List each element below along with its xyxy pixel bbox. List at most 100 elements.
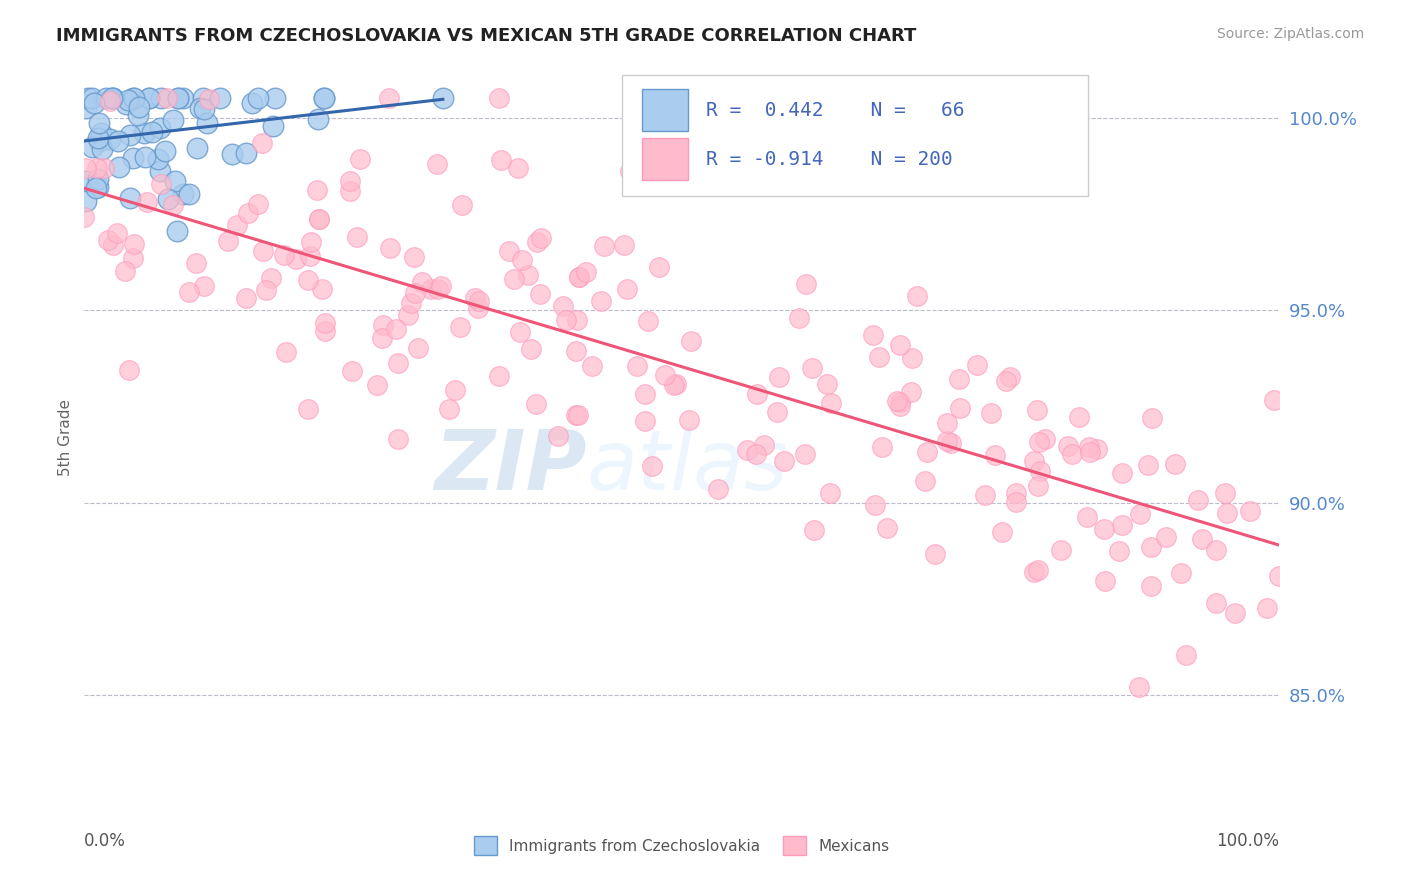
Point: [502, 272, 524, 286]
Point: [526, 235, 548, 249]
Point: [498, 244, 520, 259]
Point: [98, 132, 121, 146]
Point: [1263, 392, 1285, 407]
Point: [166, 91, 188, 105]
Point: [1108, 544, 1130, 558]
Point: [75, 161, 97, 176]
Point: [803, 523, 825, 537]
Point: [1140, 579, 1163, 593]
Point: [221, 147, 243, 161]
Point: [87, 134, 110, 148]
Point: [339, 184, 361, 198]
Point: [276, 344, 298, 359]
Point: [966, 358, 988, 372]
Point: [707, 482, 730, 496]
Point: [1005, 495, 1028, 509]
Point: [134, 127, 156, 141]
Point: [299, 249, 322, 263]
Point: [107, 134, 129, 148]
Point: [105, 226, 128, 240]
Point: [252, 136, 274, 150]
Point: [314, 316, 336, 330]
Point: [121, 151, 143, 165]
Point: [262, 119, 284, 133]
Point: [772, 454, 794, 468]
Point: [1026, 479, 1049, 493]
Point: [100, 91, 122, 105]
Point: [118, 363, 141, 377]
Point: [87, 172, 110, 186]
Point: [529, 230, 551, 244]
Point: [1205, 596, 1227, 610]
Point: [406, 341, 429, 355]
Point: [138, 91, 160, 105]
Point: [98, 94, 121, 108]
Point: [935, 416, 957, 430]
Point: [312, 91, 335, 105]
Point: [868, 351, 890, 365]
Point: [901, 351, 924, 366]
Text: ZIP: ZIP: [433, 425, 586, 507]
Point: [128, 100, 150, 114]
Point: [820, 395, 842, 409]
Text: R =  0.442    N =   66: R = 0.442 N = 66: [706, 101, 965, 120]
Point: [117, 93, 139, 107]
Point: [260, 270, 283, 285]
Point: [177, 285, 200, 299]
Point: [862, 328, 884, 343]
Point: [872, 440, 894, 454]
Point: [308, 211, 330, 226]
Point: [346, 229, 368, 244]
Point: [1140, 411, 1163, 425]
Point: [654, 368, 676, 383]
Point: [817, 377, 839, 392]
Point: [73, 210, 96, 224]
Bar: [643, 138, 688, 180]
Point: [90, 126, 112, 140]
Point: [420, 282, 443, 296]
Point: [252, 244, 274, 258]
Point: [432, 91, 454, 105]
Point: [744, 447, 766, 461]
Point: [647, 260, 669, 275]
Point: [163, 174, 186, 188]
Point: [349, 153, 371, 167]
Point: [297, 401, 319, 416]
Point: [138, 91, 160, 105]
Point: [1223, 606, 1246, 620]
Point: [634, 387, 657, 401]
Point: [87, 180, 110, 194]
Point: [1076, 509, 1098, 524]
Point: [1111, 518, 1133, 533]
Point: [991, 525, 1014, 540]
Point: [1000, 370, 1022, 384]
Point: [94, 91, 117, 105]
Point: [1022, 565, 1045, 579]
Point: [149, 120, 172, 135]
Point: [508, 161, 530, 175]
Point: [75, 101, 97, 115]
Point: [565, 409, 588, 423]
Point: [83, 95, 105, 110]
Point: [818, 485, 841, 500]
Point: [1156, 530, 1178, 544]
Point: [427, 282, 450, 296]
Point: [89, 116, 111, 130]
Point: [127, 107, 149, 121]
Point: [889, 395, 911, 409]
Legend: Immigrants from Czechoslovakia, Mexicans: Immigrants from Czechoslovakia, Mexicans: [468, 830, 896, 861]
Point: [941, 435, 963, 450]
Point: [93, 161, 115, 175]
Point: [141, 126, 163, 140]
Bar: [643, 89, 688, 131]
Point: [167, 91, 190, 105]
Point: [339, 174, 361, 188]
Text: IMMIGRANTS FROM CZECHOSLOVAKIA VS MEXICAN 5TH GRADE CORRELATION CHART: IMMIGRANTS FROM CZECHOSLOVAKIA VS MEXICA…: [56, 27, 917, 45]
Point: [340, 364, 363, 378]
Point: [439, 401, 461, 416]
Point: [567, 313, 589, 327]
Point: [575, 265, 598, 279]
Point: [900, 384, 922, 399]
Point: [77, 91, 100, 105]
Point: [235, 291, 257, 305]
